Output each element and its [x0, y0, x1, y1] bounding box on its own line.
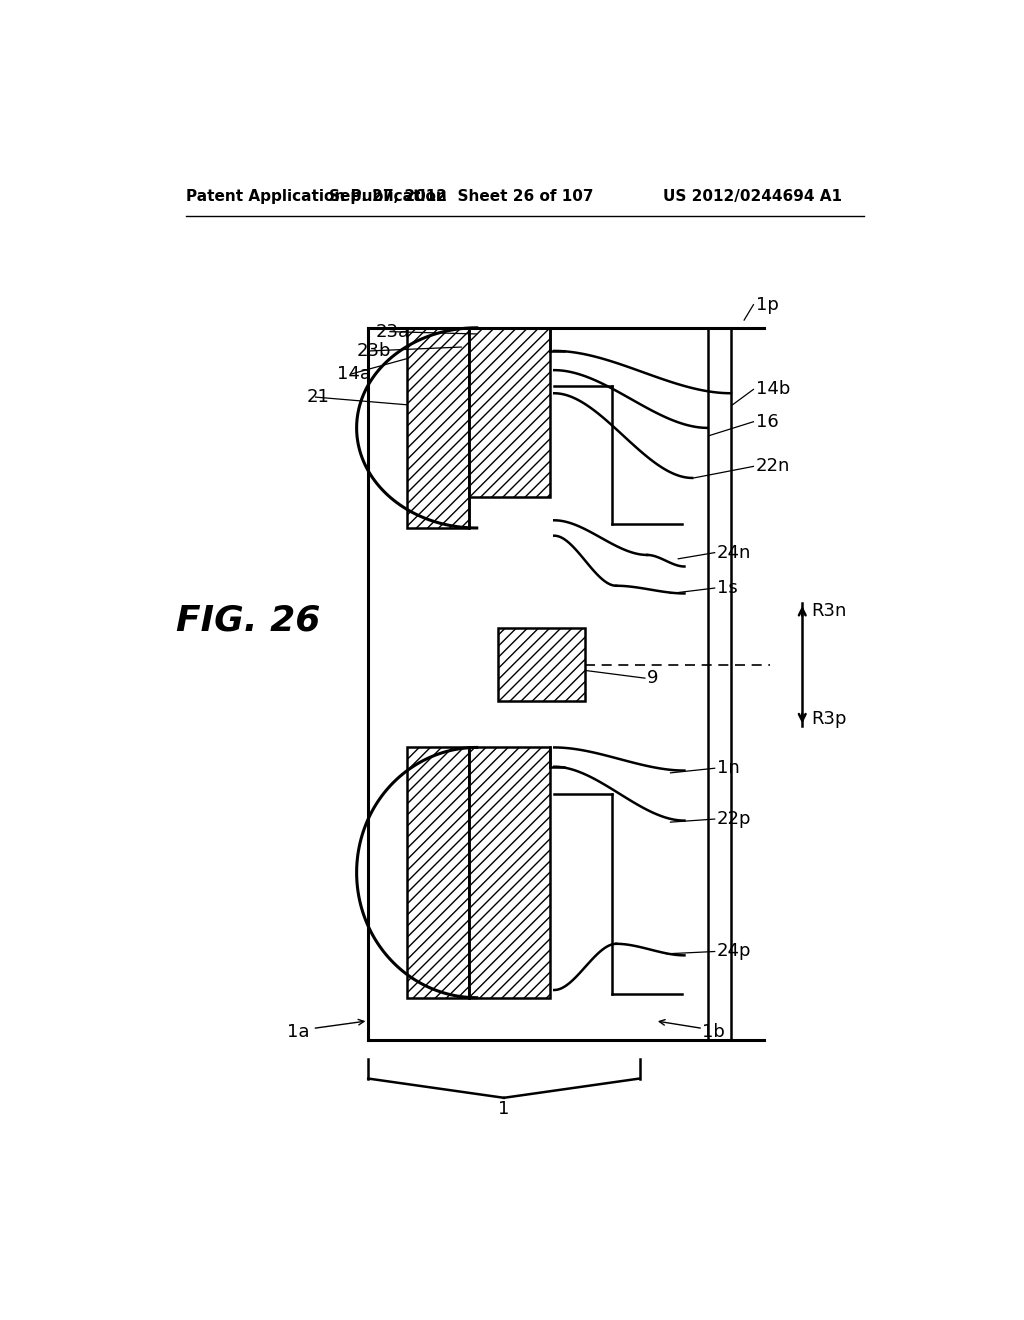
Bar	[407, 747, 469, 998]
Text: FIG. 26: FIG. 26	[176, 603, 321, 638]
Text: 1a: 1a	[288, 1023, 309, 1041]
Text: 21: 21	[306, 388, 329, 407]
Text: 24n: 24n	[717, 544, 752, 561]
Text: 16: 16	[756, 413, 778, 430]
Text: 1p: 1p	[756, 296, 778, 314]
Bar	[469, 327, 550, 498]
Text: 24p: 24p	[717, 942, 752, 961]
Bar	[469, 747, 550, 998]
Text: 1s: 1s	[717, 579, 737, 597]
Text: 1n: 1n	[717, 759, 739, 777]
Text: 14b: 14b	[756, 380, 791, 399]
Text: 14a: 14a	[337, 366, 372, 383]
Text: 22p: 22p	[717, 810, 752, 828]
Text: 23b: 23b	[356, 342, 391, 360]
Text: 23a: 23a	[376, 322, 411, 341]
Text: Sep. 27, 2012  Sheet 26 of 107: Sep. 27, 2012 Sheet 26 of 107	[329, 189, 594, 205]
Text: 1: 1	[499, 1101, 510, 1118]
Text: R3p: R3p	[812, 710, 847, 727]
Text: 22n: 22n	[756, 458, 791, 475]
Bar	[407, 327, 469, 528]
Bar	[499, 628, 586, 701]
Text: 1b: 1b	[701, 1023, 725, 1041]
Text: US 2012/0244694 A1: US 2012/0244694 A1	[663, 189, 842, 205]
Text: Patent Application Publication: Patent Application Publication	[186, 189, 446, 205]
Text: 9: 9	[647, 669, 658, 688]
Text: R3n: R3n	[812, 602, 847, 620]
